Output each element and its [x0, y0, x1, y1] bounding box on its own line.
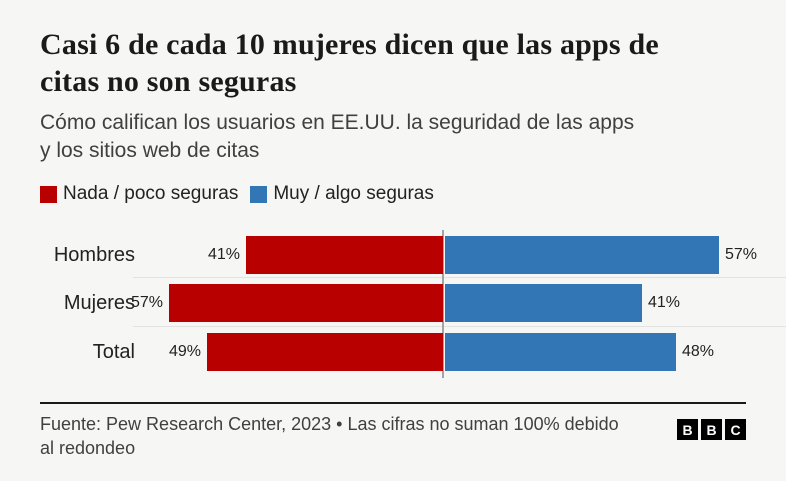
legend-swatch-blue-icon	[250, 185, 268, 203]
legend-label: Nada / poco seguras	[63, 183, 239, 204]
legend: Nada / poco seguras Muy / algo seguras	[40, 183, 746, 205]
bar-negative	[246, 236, 443, 274]
bar-positive	[445, 284, 642, 322]
footer: Fuente: Pew Research Center, 2023 • Las …	[40, 402, 746, 460]
chart-row-hombres: Hombres 41% 57%	[40, 236, 757, 274]
value-label-positive: 57%	[725, 246, 758, 263]
bar-positive	[445, 333, 676, 371]
legend-swatch-red-icon	[40, 185, 57, 203]
category-label: Total	[92, 341, 135, 363]
value-label-positive: 48%	[682, 343, 715, 360]
category-label: Hombres	[53, 244, 135, 266]
chart-subtitle: Cómo califican los usuarios en EE.UU. la…	[40, 111, 635, 162]
bar-positive	[445, 236, 719, 274]
value-label-negative: 49%	[168, 343, 201, 360]
chart-row-total: Total 49% 48%	[40, 333, 746, 371]
value-label-negative: 57%	[130, 294, 163, 311]
row-separator	[133, 277, 786, 278]
source-text: Fuente: Pew Research Center, 2023 • Las …	[40, 414, 619, 458]
center-axis	[442, 230, 444, 378]
chart-row-mujeres: Mujeres 57% 41%	[40, 284, 746, 322]
category-label: Mujeres	[63, 292, 135, 314]
chart: Hombres 41% 57% Mujeres 57% 41% Total 49% 48%	[40, 230, 786, 380]
legend-label: Muy / algo seguras	[273, 183, 434, 204]
bbc-logo-square: C	[725, 419, 746, 440]
bar-negative	[207, 333, 443, 371]
row-separator	[133, 325, 786, 327]
legend-item-muy-algo-seguras: Muy / algo seguras	[250, 183, 434, 205]
value-label-positive: 41%	[648, 294, 681, 311]
bbc-logo-square: B	[677, 419, 698, 440]
bar-negative	[169, 284, 443, 322]
legend-item-nada-poco-seguras: Nada / poco seguras	[40, 183, 238, 205]
bbc-logo-square: B	[701, 419, 722, 440]
value-label-negative: 41%	[207, 246, 240, 263]
chart-title: Casi 6 de cada 10 mujeres dicen que las …	[40, 28, 659, 98]
